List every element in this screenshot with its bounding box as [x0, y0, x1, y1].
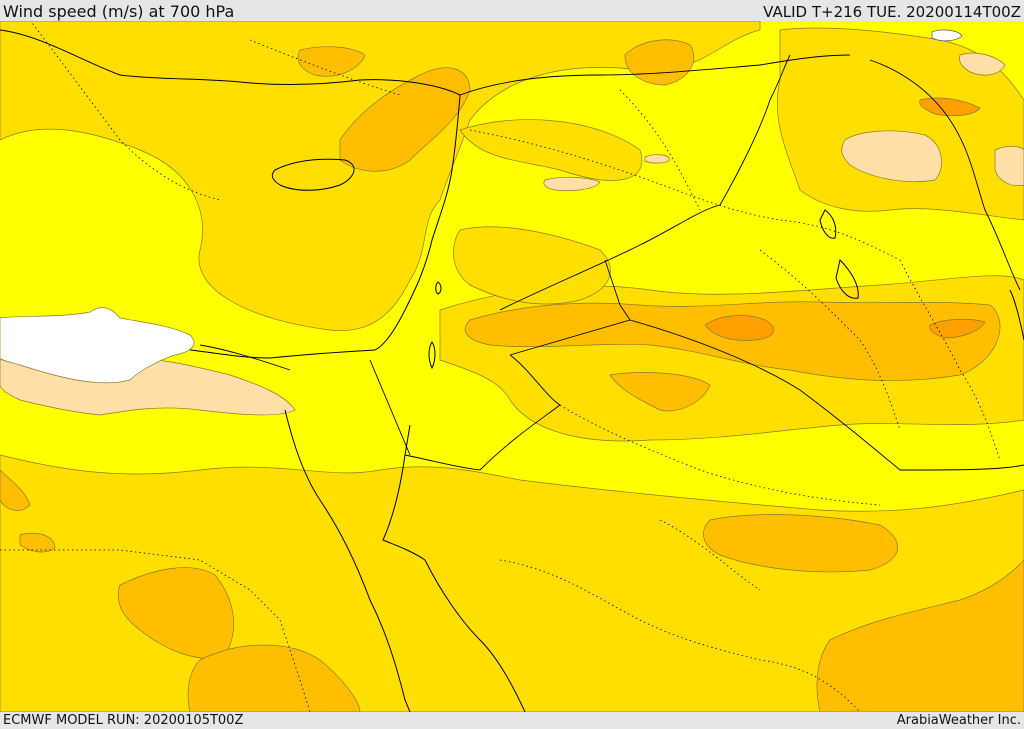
- valid-time: VALID T+216 TUE. 20200114T00Z: [763, 3, 1021, 21]
- wind-speed-map: [0, 21, 1024, 712]
- credit-text: ArabiaWeather Inc.: [896, 713, 1021, 728]
- map-header: Wind speed (m/s) at 700 hPa VALID T+216 …: [0, 0, 1024, 21]
- coastlines: [0, 29, 1024, 712]
- no-data-region-north: [931, 29, 963, 42]
- map-footer: ECMWF MODEL RUN: 20200105T00Z ArabiaWeat…: [0, 712, 1024, 729]
- wind-band-higher: [704, 97, 986, 341]
- model-run: ECMWF MODEL RUN: 20200105T00Z: [3, 713, 244, 728]
- no-data-region: [0, 307, 195, 384]
- map-title: Wind speed (m/s) at 700 hPa: [3, 2, 235, 21]
- country-borders: [199, 54, 1024, 471]
- wind-band-high: [0, 39, 1024, 712]
- province-boundaries: [0, 21, 1001, 712]
